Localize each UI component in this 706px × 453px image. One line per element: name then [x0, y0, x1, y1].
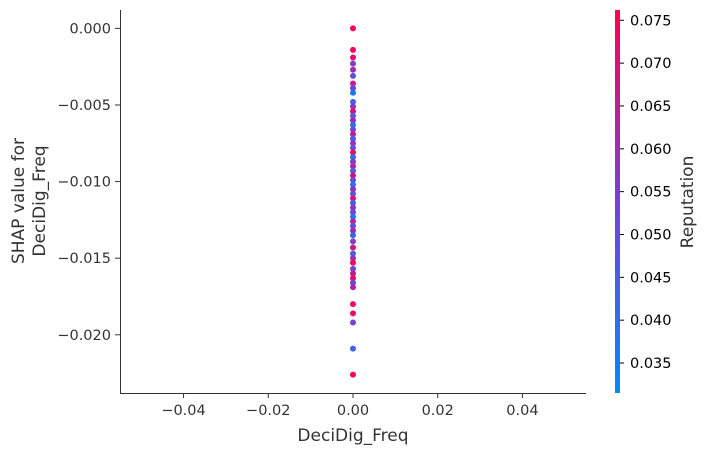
- x-tick-label: 0.02: [422, 403, 454, 419]
- colorbar-tick-label: 0.045: [630, 270, 672, 286]
- scatter-point: [350, 301, 356, 308]
- x-tick-label: −0.02: [246, 403, 290, 419]
- scatter-point: [350, 121, 356, 128]
- y-axis-title: SHAP value for DeciDig_Freq: [9, 138, 50, 264]
- scatter-point: [350, 135, 356, 142]
- scatter-point: [350, 204, 356, 211]
- scatter-point: [350, 218, 356, 225]
- y-tick-label: 0.000: [69, 21, 111, 37]
- scatter-point: [350, 223, 356, 230]
- scatter-point: [350, 319, 356, 326]
- scatter-point: [350, 103, 356, 110]
- scatter-point: [350, 172, 356, 179]
- scatter-point: [350, 209, 356, 216]
- scatter-point: [350, 279, 356, 286]
- scatter-point: [350, 112, 356, 119]
- scatter-point: [350, 72, 356, 79]
- scatter-point: [350, 177, 356, 184]
- colorbar-ticks: 0.035 0.040 0.045 0.050 0.055 0.060 0.065 0.070…: [620, 13, 672, 372]
- scatter-point: [350, 213, 356, 220]
- scatter-point: [350, 371, 356, 378]
- y-axis-title-line-2: DeciDig_Freq: [30, 145, 50, 256]
- scatter-point: [350, 85, 356, 92]
- y-tick-label: −0.005: [57, 98, 111, 114]
- scatter-point: [350, 345, 356, 352]
- scatter-point: [350, 181, 356, 188]
- colorbar: [615, 10, 620, 393]
- scatter-point: [350, 66, 356, 73]
- scatter-point: [350, 200, 356, 207]
- colorbar-tick-label: 0.050: [630, 227, 672, 243]
- colorbar-tick-label: 0.060: [630, 142, 672, 158]
- scatter-point: [350, 186, 356, 193]
- scatter-point: [350, 255, 356, 262]
- scatter-point: [350, 238, 356, 245]
- scatter-point: [350, 149, 356, 156]
- colorbar-tick-label: 0.055: [630, 185, 672, 201]
- y-tick-label: −0.020: [57, 328, 111, 344]
- scatter-point: [350, 98, 356, 105]
- colorbar-tick-label: 0.075: [630, 13, 672, 29]
- scatter-point: [350, 270, 356, 277]
- scatter-point: [350, 195, 356, 202]
- scatter-point: [350, 232, 356, 239]
- scatter-point: [350, 60, 356, 67]
- y-tick-label: −0.015: [57, 251, 111, 267]
- x-tick-label: −0.04: [161, 403, 205, 419]
- scatter-point: [350, 131, 356, 138]
- scatter-point: [350, 284, 356, 291]
- y-axis-ticks: 0.000 −0.005 −0.010 −0.015 −0.020: [57, 21, 120, 344]
- scatter-point: [350, 80, 356, 87]
- scatter-point: [350, 154, 356, 161]
- scatter-point: [350, 89, 356, 96]
- scatter-point: [350, 265, 356, 272]
- scatter-point: [350, 140, 356, 147]
- y-axis-title-line-1: SHAP value for: [9, 138, 29, 264]
- x-tick-label: 0.04: [506, 403, 538, 419]
- colorbar-tick-label: 0.040: [630, 313, 672, 329]
- scatter-point: [350, 46, 356, 53]
- scatter-point: [350, 158, 356, 165]
- scatter-point: [350, 25, 356, 32]
- scatter-point: [350, 250, 356, 257]
- scatter-point: [350, 144, 356, 151]
- colorbar-tick-label: 0.065: [630, 99, 672, 115]
- scatter-point: [350, 126, 356, 133]
- scatter-point: [350, 190, 356, 197]
- colorbar-tick-label: 0.035: [630, 356, 672, 372]
- colorbar-title: Reputation: [678, 156, 698, 249]
- scatter-point: [350, 227, 356, 234]
- scatter-point: [350, 310, 356, 317]
- scatter-point: [350, 54, 356, 61]
- scatter-point: [350, 167, 356, 174]
- scatter-point: [350, 163, 356, 170]
- x-axis-ticks: −0.04 −0.02 0.00 0.02 0.04: [161, 393, 539, 419]
- scatter-point: [350, 244, 356, 251]
- scatter-point: [350, 259, 356, 266]
- scatter-point: [350, 275, 356, 282]
- scatter-point: [350, 117, 356, 124]
- x-tick-label: 0.00: [337, 403, 369, 419]
- scatter-points: [350, 25, 356, 378]
- scatter-point: [350, 108, 356, 115]
- y-tick-label: −0.010: [57, 175, 111, 191]
- colorbar-tick-label: 0.070: [630, 56, 672, 72]
- x-axis-title: DeciDig_Freq: [297, 426, 408, 446]
